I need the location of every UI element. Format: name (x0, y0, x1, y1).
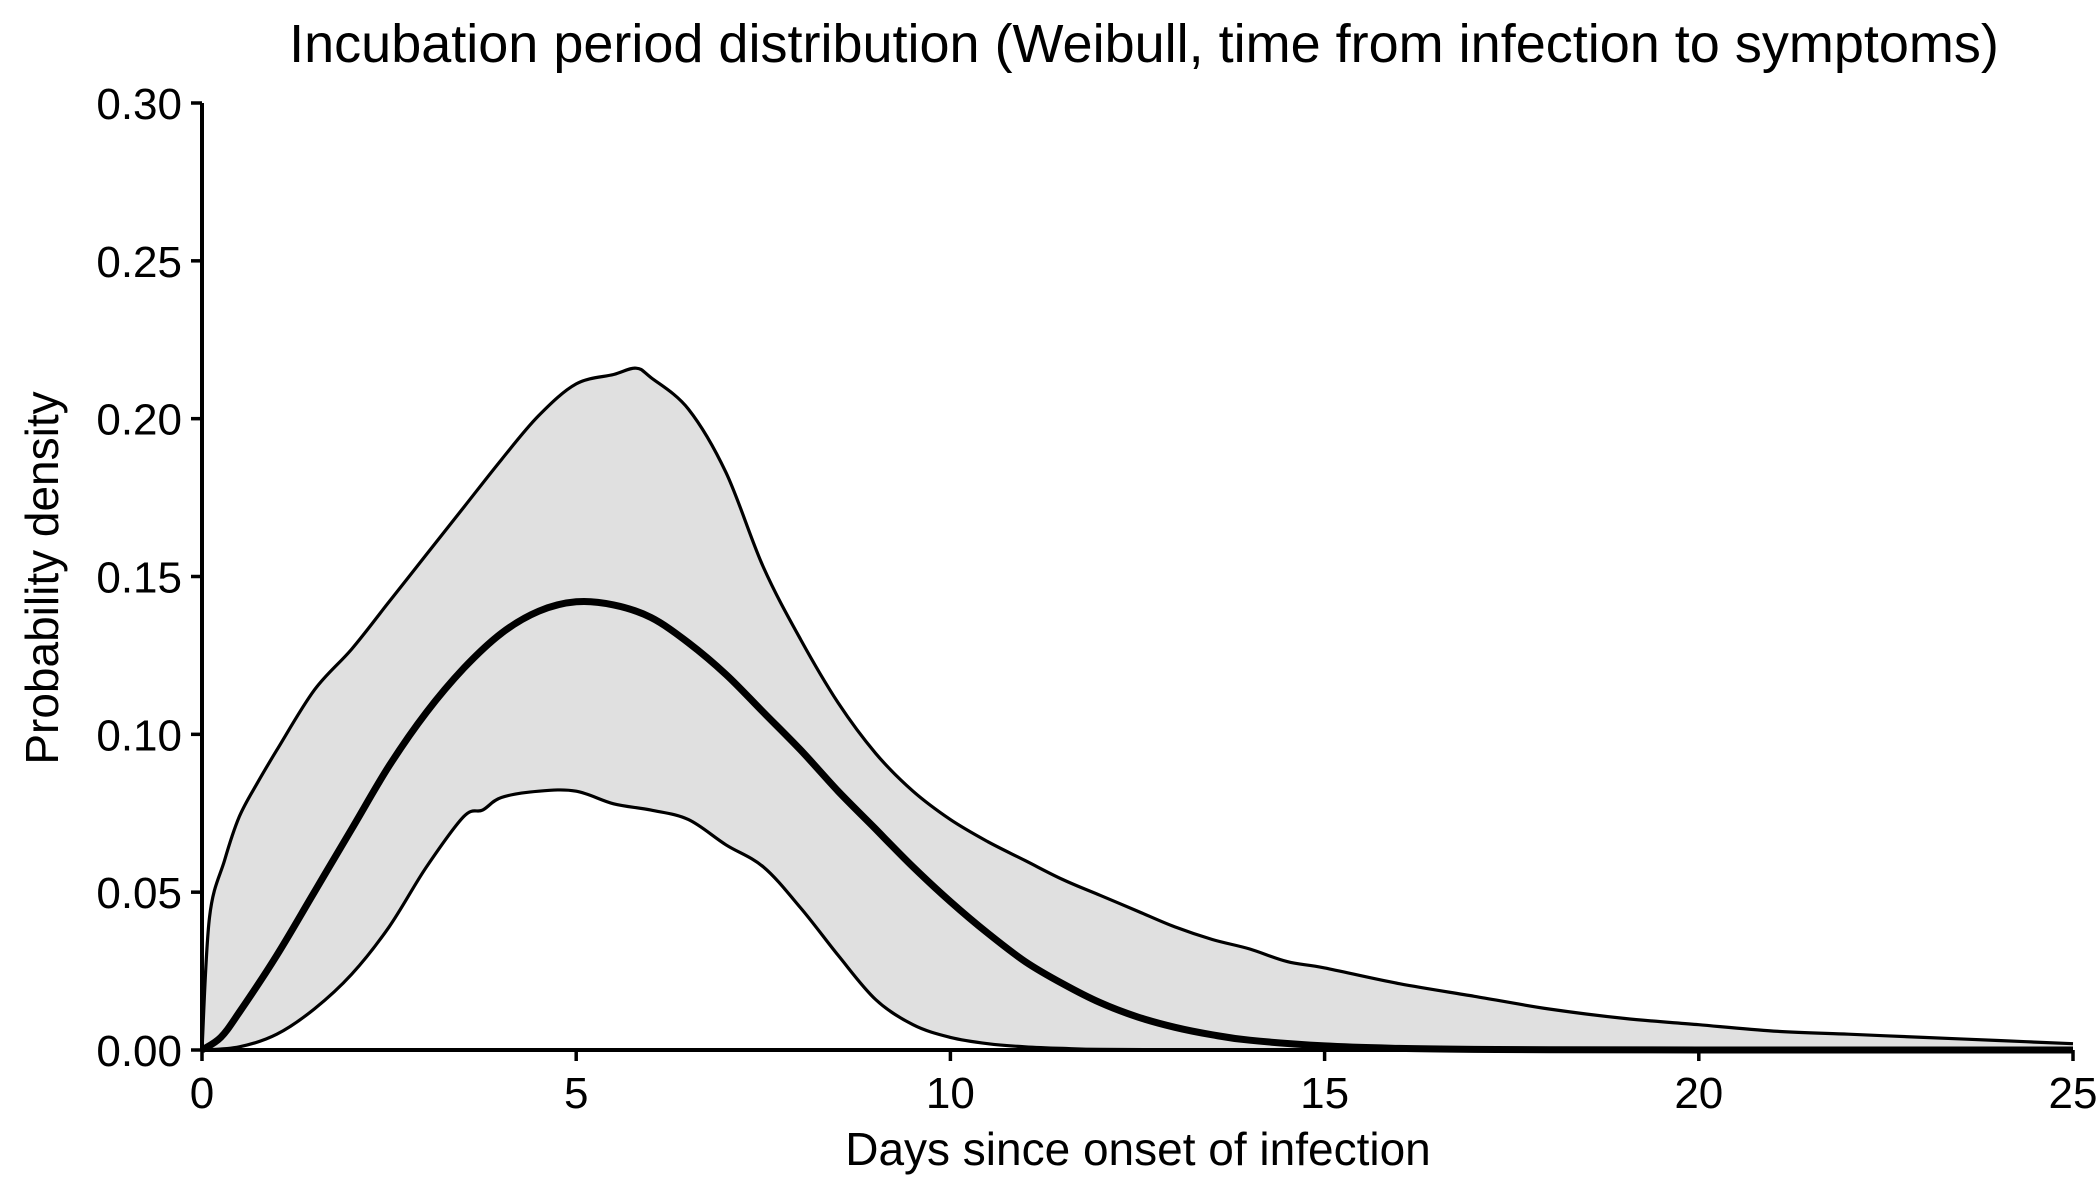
y-tick-label: 0.10 (96, 711, 182, 760)
uncertainty-band (202, 368, 2073, 1051)
x-tick-label: 25 (2049, 1069, 2098, 1118)
y-tick-label: 0.00 (96, 1027, 182, 1076)
x-tick-label: 5 (564, 1069, 588, 1118)
y-axis-ticks: 0.00 0.05 0.10 0.15 0.20 0.25 0.30 (96, 80, 202, 1076)
x-tick-label: 15 (1300, 1069, 1349, 1118)
y-tick-label: 0.25 (96, 238, 182, 287)
y-tick-label: 0.30 (96, 80, 182, 129)
x-tick-label: 0 (190, 1069, 214, 1118)
x-tick-label: 10 (926, 1069, 975, 1118)
chart-title: Incubation period distribution (Weibull,… (289, 14, 1999, 74)
x-axis-ticks: 0 5 10 15 20 25 (190, 1050, 2098, 1118)
y-tick-label: 0.20 (96, 396, 182, 445)
plot-area (200, 366, 2074, 1054)
y-axis-label: Probability density (16, 391, 68, 764)
y-tick-label: 0.05 (96, 869, 182, 918)
y-tick-label: 0.15 (96, 554, 182, 603)
upper-bound-line (200, 366, 2074, 1051)
x-axis-label: Days since onset of infection (845, 1123, 1431, 1175)
x-tick-label: 20 (1674, 1069, 1723, 1118)
